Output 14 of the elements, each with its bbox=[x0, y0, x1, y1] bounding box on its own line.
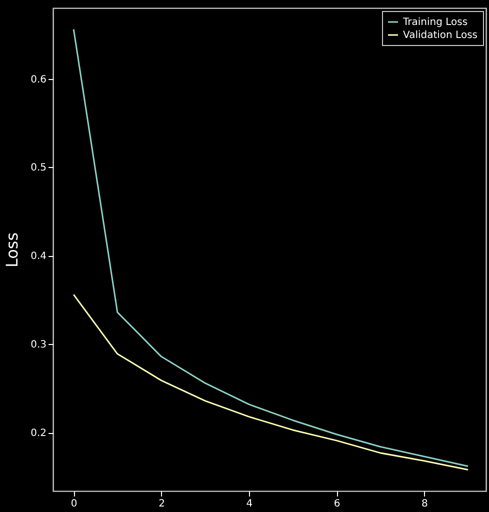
y-tick-label: 0.5 bbox=[30, 162, 46, 174]
x-tick-label: 8 bbox=[422, 498, 428, 510]
y-tick-label: 0.6 bbox=[30, 74, 46, 86]
x-tick-label: 2 bbox=[158, 498, 165, 510]
y-tick-label: 0.4 bbox=[30, 251, 46, 262]
x-tick-label: 6 bbox=[334, 498, 340, 510]
y-tick-label: 0.2 bbox=[30, 428, 46, 440]
x-tick-label: 4 bbox=[246, 498, 253, 510]
y-tick-label: 0.3 bbox=[30, 340, 46, 351]
line-series bbox=[72, 294, 469, 471]
legend-label: Validation Loss bbox=[403, 30, 478, 41]
legend-label: Training Loss bbox=[402, 17, 468, 28]
x-tick-label: 0 bbox=[70, 498, 78, 510]
y-axis-title: Loss bbox=[2, 232, 22, 268]
